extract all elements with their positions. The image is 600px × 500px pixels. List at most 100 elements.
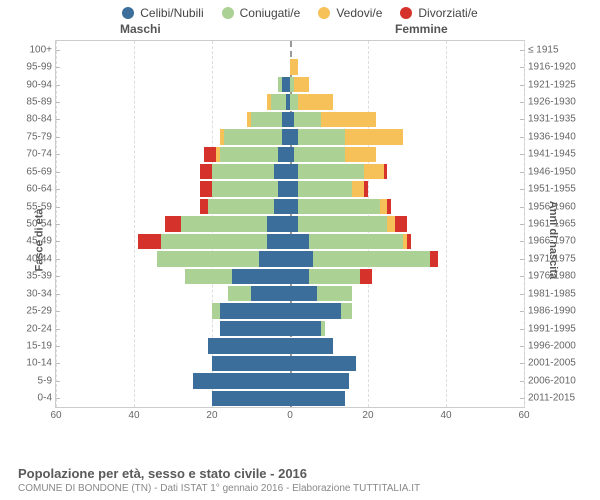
male-bar bbox=[56, 77, 290, 92]
birth-year-label: 1991-1995 bbox=[524, 323, 576, 334]
male-bar bbox=[56, 199, 290, 214]
female-bar bbox=[290, 112, 524, 127]
bar-row bbox=[56, 198, 524, 215]
bar-segment bbox=[298, 94, 333, 109]
bar-row bbox=[56, 268, 524, 285]
bar-segment bbox=[387, 216, 395, 231]
male-bar bbox=[56, 147, 290, 162]
bar-segment bbox=[290, 269, 309, 284]
legend-swatch bbox=[400, 7, 412, 19]
x-tick-label: 40 bbox=[128, 407, 139, 421]
bar-segment bbox=[208, 338, 290, 353]
bar-row bbox=[56, 390, 524, 407]
bar-segment bbox=[157, 251, 258, 266]
age-label: 5-9 bbox=[38, 375, 56, 386]
female-bar bbox=[290, 321, 524, 336]
female-bar bbox=[290, 129, 524, 144]
female-bar bbox=[290, 356, 524, 371]
birth-year-label: 1931-1935 bbox=[524, 114, 576, 125]
legend-label: Divorziati/e bbox=[418, 6, 477, 20]
birth-year-label: 1951-1955 bbox=[524, 184, 576, 195]
legend-item: Divorziati/e bbox=[400, 6, 477, 20]
age-label: 75-79 bbox=[26, 131, 56, 142]
female-bar bbox=[290, 338, 524, 353]
birth-year-label: 1916-1920 bbox=[524, 62, 576, 73]
bar-segment bbox=[290, 129, 298, 144]
bar-segment bbox=[309, 269, 360, 284]
age-label: 45-49 bbox=[26, 236, 56, 247]
legend-item: Celibi/Nubili bbox=[122, 6, 203, 20]
column-headers: Maschi Femmine bbox=[0, 22, 600, 40]
age-label: 10-14 bbox=[26, 358, 56, 369]
legend-item: Vedovi/e bbox=[318, 6, 382, 20]
bar-segment bbox=[200, 199, 208, 214]
bar-row bbox=[56, 215, 524, 232]
female-bar bbox=[290, 181, 524, 196]
bar-segment bbox=[364, 164, 383, 179]
x-tick-label: 20 bbox=[206, 407, 217, 421]
bar-segment bbox=[185, 269, 232, 284]
x-tick-label: 0 bbox=[287, 407, 293, 421]
legend-label: Celibi/Nubili bbox=[140, 6, 203, 20]
bar-segment bbox=[271, 94, 287, 109]
birth-year-label: 1981-1985 bbox=[524, 288, 576, 299]
bar-row bbox=[56, 76, 524, 93]
bar-row bbox=[56, 163, 524, 180]
bar-segment bbox=[267, 234, 290, 249]
bar-segment bbox=[387, 199, 391, 214]
male-bar bbox=[56, 234, 290, 249]
legend: Celibi/Nubili Coniugati/e Vedovi/e Divorzia… bbox=[0, 0, 600, 22]
bar-segment bbox=[220, 147, 279, 162]
male-bar bbox=[56, 112, 290, 127]
male-bar bbox=[56, 42, 290, 57]
bar-segment bbox=[380, 199, 388, 214]
bar-row bbox=[56, 233, 524, 250]
bar-row bbox=[56, 41, 524, 58]
bar-segment bbox=[278, 181, 290, 196]
bar-row bbox=[56, 180, 524, 197]
bar-segment bbox=[220, 303, 290, 318]
male-bar bbox=[56, 338, 290, 353]
bar-segment bbox=[212, 181, 278, 196]
male-bar bbox=[56, 164, 290, 179]
legend-swatch bbox=[318, 7, 330, 19]
bar-row bbox=[56, 355, 524, 372]
x-tick-label: 60 bbox=[50, 407, 61, 421]
bar-segment bbox=[193, 373, 291, 388]
birth-year-label: 1961-1965 bbox=[524, 219, 576, 230]
bar-segment bbox=[212, 303, 220, 318]
age-label: 70-74 bbox=[26, 149, 56, 160]
bar-segment bbox=[298, 216, 388, 231]
x-tick-label: 60 bbox=[518, 407, 529, 421]
age-label: 20-24 bbox=[26, 323, 56, 334]
bar-row bbox=[56, 250, 524, 267]
bar-segment bbox=[345, 129, 404, 144]
bar-segment bbox=[267, 216, 290, 231]
male-bar bbox=[56, 181, 290, 196]
bar-segment bbox=[212, 391, 290, 406]
male-bar bbox=[56, 59, 290, 74]
bar-segment bbox=[298, 181, 353, 196]
legend-label: Vedovi/e bbox=[336, 6, 382, 20]
birth-year-label: 1996-2000 bbox=[524, 341, 576, 352]
birth-year-label: 1986-1990 bbox=[524, 306, 576, 317]
male-bar bbox=[56, 94, 290, 109]
bar-segment bbox=[290, 286, 317, 301]
age-label: 80-84 bbox=[26, 114, 56, 125]
female-bar bbox=[290, 286, 524, 301]
plot: Fasce di età Anni di nascita 60402002040… bbox=[0, 40, 600, 440]
chart-subtitle: COMUNE DI BONDONE (TN) - Dati ISTAT 1° g… bbox=[18, 483, 590, 494]
bar-segment bbox=[364, 181, 368, 196]
bar-segment bbox=[251, 286, 290, 301]
bar-segment bbox=[290, 234, 309, 249]
male-bar bbox=[56, 391, 290, 406]
chart-title: Popolazione per età, sesso e stato civil… bbox=[18, 466, 590, 481]
age-label: 100+ bbox=[29, 44, 56, 55]
birth-year-label: 2011-2015 bbox=[524, 393, 575, 404]
birth-year-label: 1971-1975 bbox=[524, 253, 576, 264]
chart-footer: Popolazione per età, sesso e stato civil… bbox=[18, 466, 590, 494]
bar-segment bbox=[294, 77, 310, 92]
female-bar bbox=[290, 251, 524, 266]
legend-label: Coniugati/e bbox=[240, 6, 301, 20]
plot-area: 60402002040600-42011-20155-92006-201010-… bbox=[55, 40, 525, 408]
